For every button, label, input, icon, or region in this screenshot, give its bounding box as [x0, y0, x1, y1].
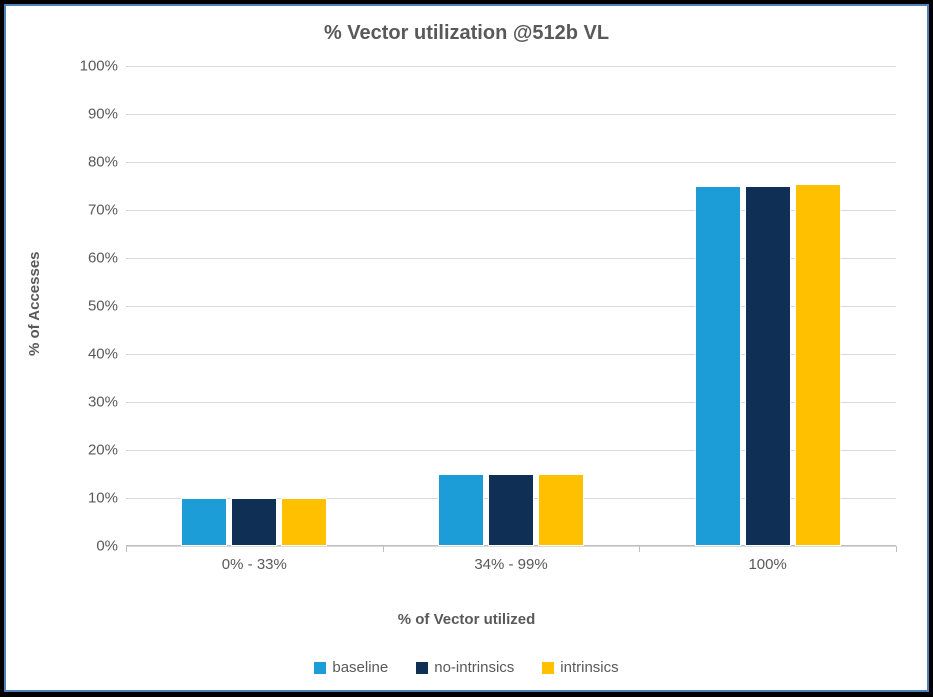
- bar-baseline: [181, 498, 227, 546]
- bar-baseline: [438, 474, 484, 546]
- chart-container: % Vector utilization @512b VL % of Acces…: [4, 4, 929, 692]
- bar-intrinsics: [538, 474, 584, 546]
- xtick-label: 0% - 33%: [222, 546, 287, 573]
- bar-intrinsics: [281, 498, 327, 546]
- ytick-label: 100%: [80, 58, 126, 75]
- legend-item-baseline: baseline: [314, 659, 388, 676]
- ytick-label: 60%: [88, 250, 126, 267]
- gridline: [126, 114, 896, 115]
- bar-baseline: [695, 186, 741, 546]
- gridline: [126, 162, 896, 163]
- xtick: [639, 546, 640, 552]
- legend-label: intrinsics: [560, 659, 618, 676]
- ytick-label: 20%: [88, 442, 126, 459]
- ytick-label: 50%: [88, 298, 126, 315]
- plot-area: 0%10%20%30%40%50%60%70%80%90%100%0% - 33…: [126, 66, 896, 546]
- ytick-label: 30%: [88, 394, 126, 411]
- ytick-label: 70%: [88, 202, 126, 219]
- legend: baseline no-intrinsics intrinsics: [6, 659, 927, 676]
- bar-intrinsics: [795, 184, 841, 546]
- xtick: [383, 546, 384, 552]
- ytick-label: 10%: [88, 490, 126, 507]
- chart-title: % Vector utilization @512b VL: [6, 22, 927, 45]
- ytick-label: 80%: [88, 154, 126, 171]
- gridline: [126, 66, 896, 67]
- xtick: [896, 546, 897, 552]
- xtick: [126, 546, 127, 552]
- legend-swatch: [416, 662, 428, 674]
- yaxis-title: % of Accesses: [26, 251, 43, 356]
- bar-no-intrinsics: [231, 498, 277, 546]
- legend-swatch: [542, 662, 554, 674]
- xaxis-title: % of Vector utilized: [6, 611, 927, 628]
- legend-label: baseline: [332, 659, 388, 676]
- legend-label: no-intrinsics: [434, 659, 514, 676]
- ytick-label: 90%: [88, 106, 126, 123]
- xtick-label: 100%: [748, 546, 786, 573]
- legend-swatch: [314, 662, 326, 674]
- ytick-label: 40%: [88, 346, 126, 363]
- legend-item-no-intrinsics: no-intrinsics: [416, 659, 514, 676]
- xtick-label: 34% - 99%: [474, 546, 547, 573]
- ytick-label: 0%: [96, 538, 126, 555]
- legend-item-intrinsics: intrinsics: [542, 659, 618, 676]
- bar-no-intrinsics: [488, 474, 534, 546]
- bar-no-intrinsics: [745, 186, 791, 546]
